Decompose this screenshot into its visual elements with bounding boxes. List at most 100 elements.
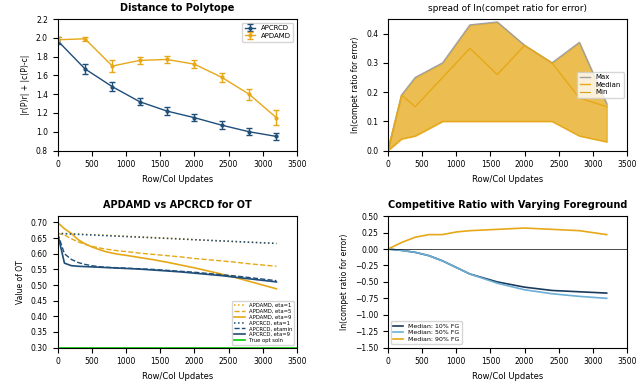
APCRCD, eta=1: [88, 233, 95, 237]
APDAMD, eta=9: [102, 249, 109, 254]
Median: 50% FG: (2e+03, -0.62): 50% FG: (2e+03, -0.62): [521, 288, 529, 292]
Title: spread of ln(compet ratio for error): spread of ln(compet ratio for error): [428, 4, 587, 13]
Line: Median: 90% FG: Median: 90% FG: [388, 228, 607, 249]
APDAMD, eta=5: [136, 251, 143, 256]
Median: 50% FG: (2.4e+03, -0.68): 50% FG: (2.4e+03, -0.68): [548, 291, 556, 296]
APDAMD, eta=1: [67, 231, 75, 236]
APCRCD, etamin: [54, 231, 61, 236]
APDAMD, eta=9: [67, 231, 75, 236]
APCRCD, eta=9: [81, 264, 89, 269]
APCRCD, eta=1: [136, 235, 143, 240]
APDAMD, eta=9: [191, 265, 198, 270]
Median: 90% FG: (3.2e+03, 0.22): 90% FG: (3.2e+03, 0.22): [603, 232, 611, 237]
APDAMD, eta=9: [163, 260, 171, 264]
Median: 90% FG: (2e+03, 0.32): 90% FG: (2e+03, 0.32): [521, 226, 529, 230]
Median: 90% FG: (1e+03, 0.26): 90% FG: (1e+03, 0.26): [452, 230, 460, 234]
Line: Median: 50% FG: Median: 50% FG: [388, 249, 607, 298]
APDAMD, eta=5: [54, 231, 61, 236]
APCRCD, eta=9: [163, 269, 171, 273]
True opt soln: [54, 345, 61, 350]
APDAMD, eta=1: [74, 232, 82, 236]
APCRCD, eta=1: [177, 237, 184, 241]
X-axis label: Row/Col Updates: Row/Col Updates: [141, 175, 213, 184]
Median: 50% FG: (0, 0): 50% FG: (0, 0): [384, 247, 392, 251]
APCRCD, eta=1: [232, 239, 239, 244]
APCRCD, eta=1: [273, 241, 280, 246]
APCRCD, eta=1: [191, 237, 198, 242]
APCRCD, eta=9: [95, 265, 102, 270]
APDAMD, eta=1: [95, 233, 102, 237]
APDAMD, eta=9: [177, 263, 184, 267]
APDAMD, eta=5: [115, 249, 123, 253]
APCRCD, etamin: [232, 274, 239, 278]
APCRCD, eta=1: [67, 232, 75, 236]
APCRCD, etamin: [191, 270, 198, 275]
APCRCD, etamin: [67, 257, 75, 262]
APDAMD, eta=9: [218, 272, 225, 277]
Median: 10% FG: (2.8e+03, -0.65): 10% FG: (2.8e+03, -0.65): [575, 290, 583, 294]
APDAMD, eta=1: [163, 236, 171, 240]
APDAMD, eta=5: [177, 254, 184, 259]
APCRCD, eta=9: [136, 267, 143, 271]
APCRCD, eta=9: [61, 261, 68, 265]
APCRCD, eta=1: [102, 233, 109, 238]
APDAMD, eta=9: [88, 244, 95, 249]
Y-axis label: |r(P)r| + |c(P)-c|: |r(P)r| + |c(P)-c|: [21, 55, 30, 115]
Legend: Median: 10% FG, Median: 50% FG, Median: 90% FG: Median: 10% FG, Median: 50% FG, Median: …: [391, 321, 461, 345]
Legend: APDAMD, eta=1, APDAMD, eta=5, APDAMD, eta=9, APCRCD, eta=1, APCRCD, etamin, APCR: APDAMD, eta=1, APDAMD, eta=5, APDAMD, et…: [232, 301, 294, 345]
APDAMD, eta=1: [150, 235, 157, 240]
X-axis label: Row/Col Updates: Row/Col Updates: [141, 372, 213, 381]
APCRCD, etamin: [108, 265, 116, 270]
APDAMD, eta=1: [218, 239, 225, 243]
Median: 50% FG: (1.6e+03, -0.52): 50% FG: (1.6e+03, -0.52): [493, 281, 501, 285]
APDAMD, eta=1: [136, 235, 143, 239]
APDAMD, eta=1: [81, 232, 89, 237]
APCRCD, etamin: [61, 251, 68, 256]
APCRCD, eta=9: [54, 231, 61, 236]
APDAMD, eta=5: [218, 259, 225, 263]
APDAMD, eta=9: [61, 227, 68, 231]
APDAMD, eta=1: [88, 232, 95, 237]
APDAMD, eta=9: [204, 269, 212, 273]
Median: 50% FG: (200, -0.02): 50% FG: (200, -0.02): [397, 248, 405, 253]
APCRCD, etamin: [245, 275, 253, 280]
Median: 90% FG: (2.4e+03, 0.3): 90% FG: (2.4e+03, 0.3): [548, 227, 556, 231]
APDAMD, eta=9: [136, 255, 143, 260]
APDAMD, eta=9: [259, 283, 267, 287]
X-axis label: Row/Col Updates: Row/Col Updates: [472, 372, 543, 381]
APDAMD, eta=1: [54, 231, 61, 236]
APDAMD, eta=5: [88, 244, 95, 249]
APDAMD, eta=5: [191, 256, 198, 261]
APDAMD, eta=1: [102, 233, 109, 238]
APDAMD, eta=5: [95, 246, 102, 250]
APDAMD, eta=1: [191, 237, 198, 242]
APCRCD, eta=1: [61, 231, 68, 236]
APCRCD, eta=9: [245, 277, 253, 281]
Median: 10% FG: (200, -0.02): 10% FG: (200, -0.02): [397, 248, 405, 253]
APDAMD, eta=5: [122, 249, 130, 254]
APDAMD, eta=5: [150, 252, 157, 257]
APCRCD, eta=1: [150, 236, 157, 240]
APCRCD, eta=1: [218, 239, 225, 243]
Legend: APCRCD, APDAMD: APCRCD, APDAMD: [242, 23, 294, 42]
APDAMD, eta=5: [204, 257, 212, 262]
APCRCD, eta=9: [74, 264, 82, 269]
Y-axis label: ln(compet ratio for error): ln(compet ratio for error): [340, 234, 349, 330]
APDAMD, eta=1: [177, 236, 184, 241]
Median: 10% FG: (0, 0): 10% FG: (0, 0): [384, 247, 392, 251]
APDAMD, eta=9: [122, 253, 130, 257]
Median: 10% FG: (600, -0.1): 10% FG: (600, -0.1): [425, 253, 433, 258]
Y-axis label: ln(compet ratio for error): ln(compet ratio for error): [351, 37, 360, 133]
APCRCD, eta=1: [115, 234, 123, 238]
APCRCD, etamin: [273, 278, 280, 283]
APCRCD, etamin: [150, 267, 157, 272]
APCRCD, etamin: [177, 269, 184, 274]
APDAMD, eta=9: [150, 257, 157, 262]
APCRCD, eta=1: [108, 234, 116, 238]
Line: APCRCD, eta=1: APCRCD, eta=1: [58, 233, 276, 243]
APCRCD, eta=1: [245, 240, 253, 244]
Median: 50% FG: (600, -0.1): 50% FG: (600, -0.1): [425, 253, 433, 258]
Median: 10% FG: (2e+03, -0.58): 10% FG: (2e+03, -0.58): [521, 285, 529, 290]
APCRCD, eta=9: [177, 270, 184, 274]
APDAMD, eta=1: [61, 231, 68, 236]
